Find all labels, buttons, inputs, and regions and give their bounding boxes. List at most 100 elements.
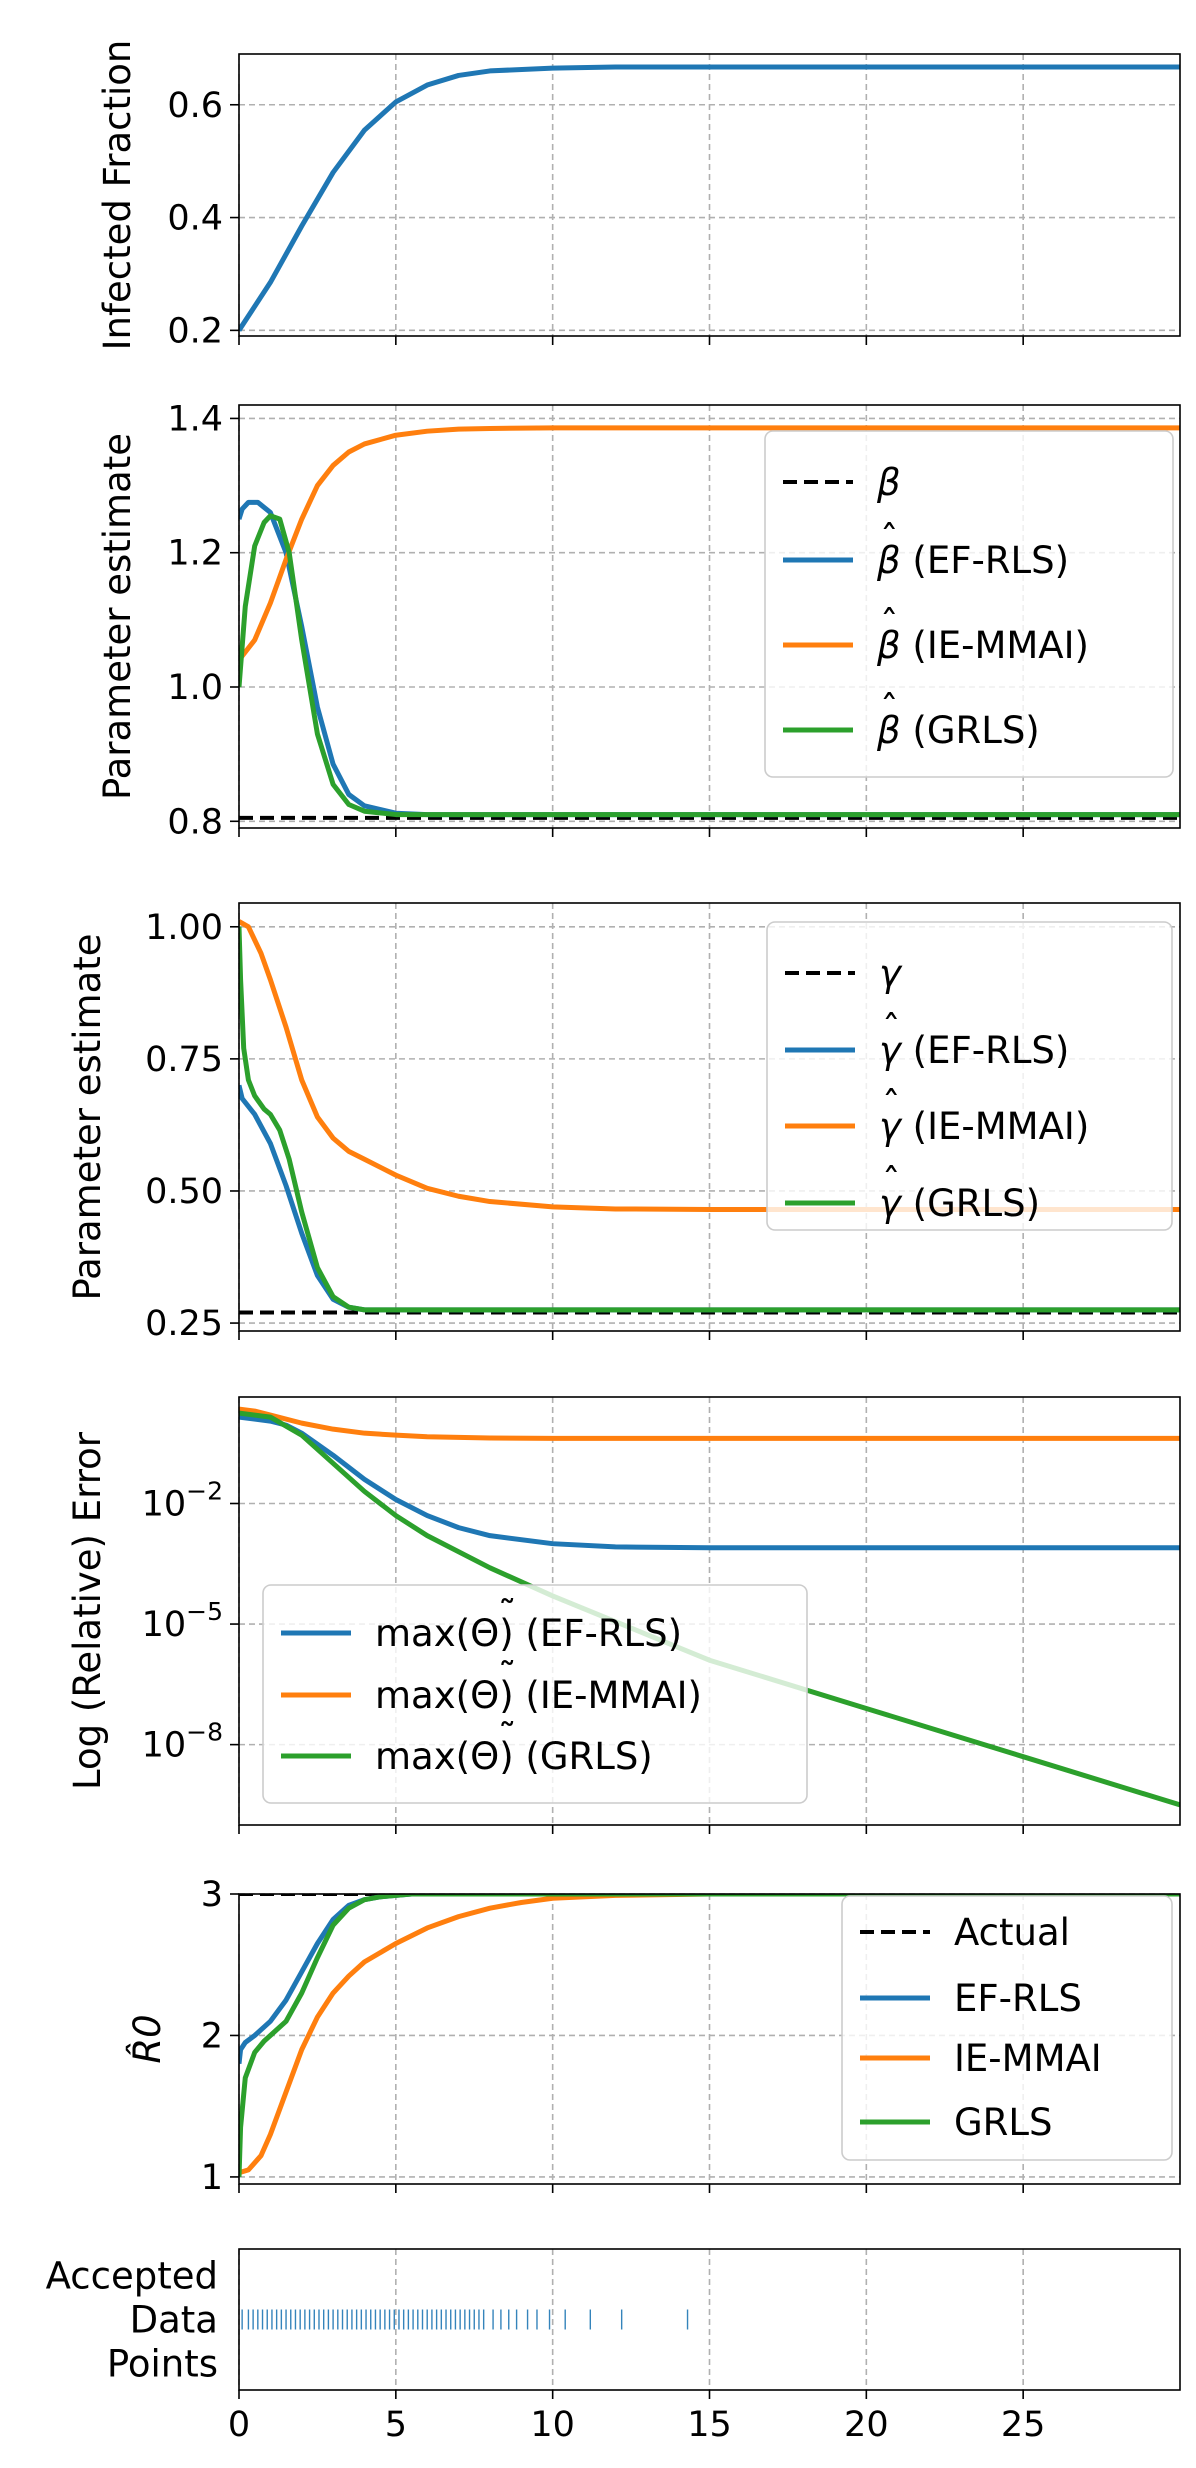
series-line (239, 1410, 1180, 1808)
y-tick-label: 10−5 (142, 1597, 223, 1645)
y-axis-label-line: Accepted (46, 2255, 218, 2298)
y-axis-label: Infected Fraction (96, 40, 139, 351)
y-tick-label: 0.2 (167, 311, 223, 351)
legend-label: IE-MMAI (954, 2037, 1102, 2080)
legend-tilde-mark: ˜ (498, 1593, 517, 1636)
legend-label: γ (IE-MMAI) (879, 1105, 1089, 1148)
panel-r0: 1 2 3 R̂0 Actual EF-RLS IE-MMAI GRLS (125, 1875, 1181, 2198)
legend-prefix: max( (375, 1674, 470, 1717)
legend-label: GRLS (954, 2101, 1052, 2144)
legend-box (764, 430, 1174, 778)
x-tick-label: 5 (385, 2405, 407, 2445)
y-tick-base: 10 (142, 1485, 187, 1525)
series-line (239, 1894, 1180, 2065)
legend-prefix: max( (375, 1612, 470, 1655)
y-tick-label: 1.00 (145, 908, 223, 948)
panel-infected: 0.2 0.4 0.6 Infected Fraction (96, 40, 1181, 351)
y-tick-exponent: −5 (186, 1597, 223, 1626)
legend-prefix: max( (375, 1735, 470, 1778)
legend-suffix: (EF-RLS) (901, 539, 1069, 582)
series-line (239, 1894, 1180, 2178)
legend-symbol: β (876, 624, 901, 667)
y-tick-label: 0.25 (145, 1304, 223, 1344)
legend-symbol: γ (879, 1105, 903, 1148)
legend-suffix: (IE-MMAI) (901, 1105, 1089, 1148)
y-tick-label: 0.50 (145, 1172, 223, 1212)
axes-frame (238, 902, 1181, 1332)
legend-suffix: (EF-RLS) (901, 1029, 1069, 1072)
legend-symbol: γ (879, 1029, 903, 1072)
series-line (239, 425, 1180, 662)
legend-hat-mark: ˆ (880, 688, 899, 731)
y-tick-base: 10 (142, 1605, 187, 1645)
y-tick-label: 0.75 (145, 1040, 223, 1080)
axes-frame (238, 404, 1181, 829)
x-tick-label: 15 (687, 2405, 732, 2445)
legend-theta: Θ (470, 1735, 499, 1778)
x-tick-label: 20 (844, 2405, 889, 2445)
axes-frame (238, 2248, 1181, 2391)
y-tick-label: 1.2 (167, 534, 223, 574)
legend-label: β (EF-RLS) (876, 539, 1069, 582)
legend-theta: Θ (470, 1612, 499, 1655)
y-tick-base: 10 (142, 1726, 187, 1766)
y-tick-exponent: −2 (186, 1477, 223, 1506)
y-tick-label: 3 (201, 1875, 223, 1915)
series-line (239, 1406, 1180, 1441)
y-tick-label: 1.0 (167, 668, 223, 708)
legend-box (262, 1584, 808, 1804)
legend-symbol: γ (879, 952, 903, 995)
legend-symbol: β (876, 461, 901, 504)
legend-tilde-mark: ˜ (498, 1655, 517, 1698)
y-axis-label: Parameter estimate (66, 933, 109, 1300)
axes-frame (238, 53, 1181, 337)
legend-hat-mark: ˆ (882, 1161, 901, 1204)
y-tick-label: 0.6 (167, 86, 223, 126)
legend: max(Θ) (EF-RLS)˜max(Θ) (IE-MMAI)˜max(Θ) … (262, 1584, 808, 1804)
legend-hat-mark: ˆ (882, 1008, 901, 1051)
legend-suffix: ) (IE-MMAI) (499, 1674, 702, 1717)
legend-suffix: (IE-MMAI) (901, 624, 1089, 667)
y-tick-label: 2 (201, 2016, 223, 2056)
legend-label: max(Θ) (IE-MMAI) (375, 1674, 702, 1717)
legend-label: EF-RLS (954, 1977, 1082, 2020)
y-axis-label: Parameter estimate (96, 433, 139, 800)
series-line (239, 1894, 1180, 2176)
legend-suffix: (GRLS) (901, 1182, 1040, 1225)
y-axis-label: Log (Relative) Error (66, 1431, 109, 1790)
y-tick-label: 0.4 (167, 199, 223, 239)
legend-label: γ (879, 952, 903, 995)
series-line (239, 919, 1180, 1212)
x-tick-label: 25 (1001, 2405, 1046, 2445)
legend-hat-mark: ˆ (882, 1084, 901, 1127)
y-tick-label: 1 (201, 2158, 223, 2198)
axes-frame (238, 1396, 1181, 1826)
legend-suffix: ) (GRLS) (499, 1735, 653, 1778)
series-line (239, 926, 1180, 1313)
legend-symbol: γ (879, 1182, 903, 1225)
legend-label: β (GRLS) (876, 709, 1040, 752)
legend-suffix: (GRLS) (901, 709, 1040, 752)
axes-frame (238, 1893, 1181, 2185)
legend-label: β (IE-MMAI) (876, 624, 1089, 667)
legend-label: γ (EF-RLS) (879, 1029, 1069, 1072)
legend-box (841, 1895, 1173, 2161)
x-tick-label: 0 (228, 2405, 250, 2445)
legend-label: max(Θ) (GRLS) (375, 1735, 653, 1778)
legend-hat-mark: ˆ (880, 603, 899, 646)
legend-box (766, 921, 1173, 1231)
legend-label: β (876, 461, 901, 504)
legend-symbol: β (876, 539, 901, 582)
y-tick-label: 1.4 (167, 399, 223, 439)
y-axis-label: R̂0 (125, 2014, 169, 2063)
legend-symbol: β (876, 709, 901, 752)
y-axis-label-line: Data (130, 2299, 218, 2342)
y-tick-exponent: −8 (186, 1718, 223, 1747)
legend-label: γ (GRLS) (879, 1182, 1040, 1225)
legend: ββ (EF-RLS)ˆβ (IE-MMAI)ˆβ (GRLS)ˆ (764, 430, 1174, 778)
legend-theta: Θ (470, 1674, 499, 1717)
